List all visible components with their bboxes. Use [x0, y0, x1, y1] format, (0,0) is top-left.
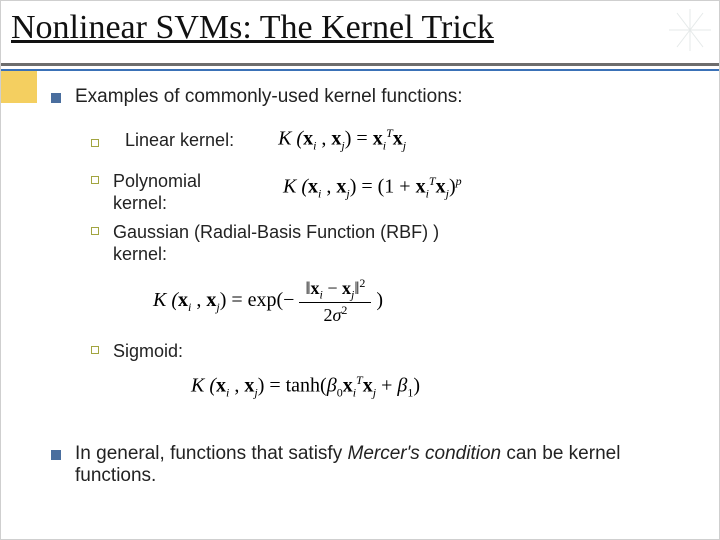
f: K (	[191, 374, 216, 396]
f: x	[363, 374, 373, 396]
f: −	[323, 278, 342, 298]
f: x	[342, 278, 351, 298]
f: x	[308, 175, 318, 197]
bullet-outline-icon	[91, 346, 99, 354]
f: x	[244, 374, 254, 396]
bullet-conclusion: In general, functions that satisfy Merce…	[51, 443, 689, 505]
t: Mercer's condition	[348, 443, 502, 464]
sidebar-accent	[1, 69, 37, 103]
f: T	[429, 174, 436, 188]
item-linear: Linear kernel: K (xi , xj) = xiTxj	[91, 126, 689, 154]
f: )	[376, 289, 383, 311]
t: In general, functions that satisfy	[75, 443, 348, 464]
t: Gaussian (Radial-Basis Function (RBF) )	[113, 222, 439, 242]
f: K (	[283, 175, 308, 197]
f: x	[416, 175, 426, 197]
f: T	[356, 373, 363, 387]
poly-formula: K (xi , xj) = (1 + xiTxj)p	[283, 174, 462, 202]
item-sigmoid: Sigmoid:	[91, 340, 689, 363]
f: x	[206, 289, 216, 311]
f: x	[436, 175, 446, 197]
f: x	[343, 374, 353, 396]
bullet-outline-icon	[91, 227, 99, 235]
bullet-intro: Examples of commonly-used kernel functio…	[51, 86, 689, 108]
f: x	[393, 128, 403, 150]
f: ) = (1 +	[350, 175, 416, 197]
f: x	[303, 128, 313, 150]
linear-label: Linear kernel:	[125, 129, 234, 152]
f: 2	[359, 276, 365, 290]
sigmoid-formula: K (xi , xj) = tanh(β0xiTxj + β1)	[191, 373, 689, 401]
bullet-square-icon	[51, 450, 61, 460]
f: β	[327, 374, 337, 396]
f: x	[178, 289, 188, 311]
poly-label: Polynomial kernel:	[113, 170, 223, 215]
f: )	[413, 374, 420, 396]
f: x	[373, 128, 383, 150]
item-gauss: Gaussian (Radial-Basis Function (RBF) ) …	[91, 221, 689, 266]
f: x	[216, 374, 226, 396]
corner-starburst-icon	[667, 7, 713, 53]
bullet-outline-icon	[91, 139, 99, 147]
f: x	[336, 175, 346, 197]
f: ,	[316, 128, 331, 150]
t: Polynomial	[113, 171, 201, 191]
bullet-outline-icon	[91, 176, 99, 184]
f: ) = exp(−	[220, 289, 300, 311]
f: K (	[153, 289, 178, 311]
f: ,	[229, 374, 244, 396]
f: i	[426, 186, 429, 200]
f: ,	[191, 289, 206, 311]
bullet-square-icon	[51, 93, 61, 103]
slide: Nonlinear SVMs: The Kernel Trick Example…	[0, 0, 720, 540]
f: ) =	[345, 128, 373, 150]
f: )	[449, 175, 456, 197]
intro-text: Examples of commonly-used kernel functio…	[75, 86, 463, 108]
sigmoid-label: Sigmoid:	[113, 340, 183, 363]
f: 2	[341, 303, 347, 317]
hrule-grey	[1, 63, 719, 66]
t: kernel:	[113, 244, 167, 264]
conclusion-text: In general, functions that satisfy Merce…	[75, 443, 689, 487]
gauss-label: Gaussian (Radial-Basis Function (RBF) ) …	[113, 221, 439, 266]
f: i	[353, 385, 356, 399]
f: i	[383, 139, 386, 153]
f: K (	[278, 128, 303, 150]
f: T	[386, 126, 393, 140]
sidebar	[1, 1, 37, 539]
gauss-formula: K (xi , xj) = exp(− ‖xi − xj‖2 2σ2 )	[153, 276, 689, 327]
linear-formula: K (xi , xj) = xiTxj	[278, 126, 406, 154]
f: p	[456, 174, 462, 188]
hrule-blue	[1, 69, 719, 71]
item-poly: Polynomial kernel: K (xi , xj) = (1 + xi…	[91, 170, 689, 215]
f: x	[311, 278, 320, 298]
f: x	[331, 128, 341, 150]
f: ,	[321, 175, 336, 197]
f: ) = tanh(	[258, 374, 327, 396]
f: β	[397, 374, 407, 396]
f: +	[376, 374, 397, 396]
t: kernel:	[113, 193, 167, 213]
fraction: ‖xi − xj‖2 2σ2	[299, 276, 371, 327]
f: j	[403, 139, 406, 153]
sub-list: Linear kernel: K (xi , xj) = xiTxj Polyn…	[91, 126, 689, 400]
slide-title: Nonlinear SVMs: The Kernel Trick	[11, 9, 494, 47]
